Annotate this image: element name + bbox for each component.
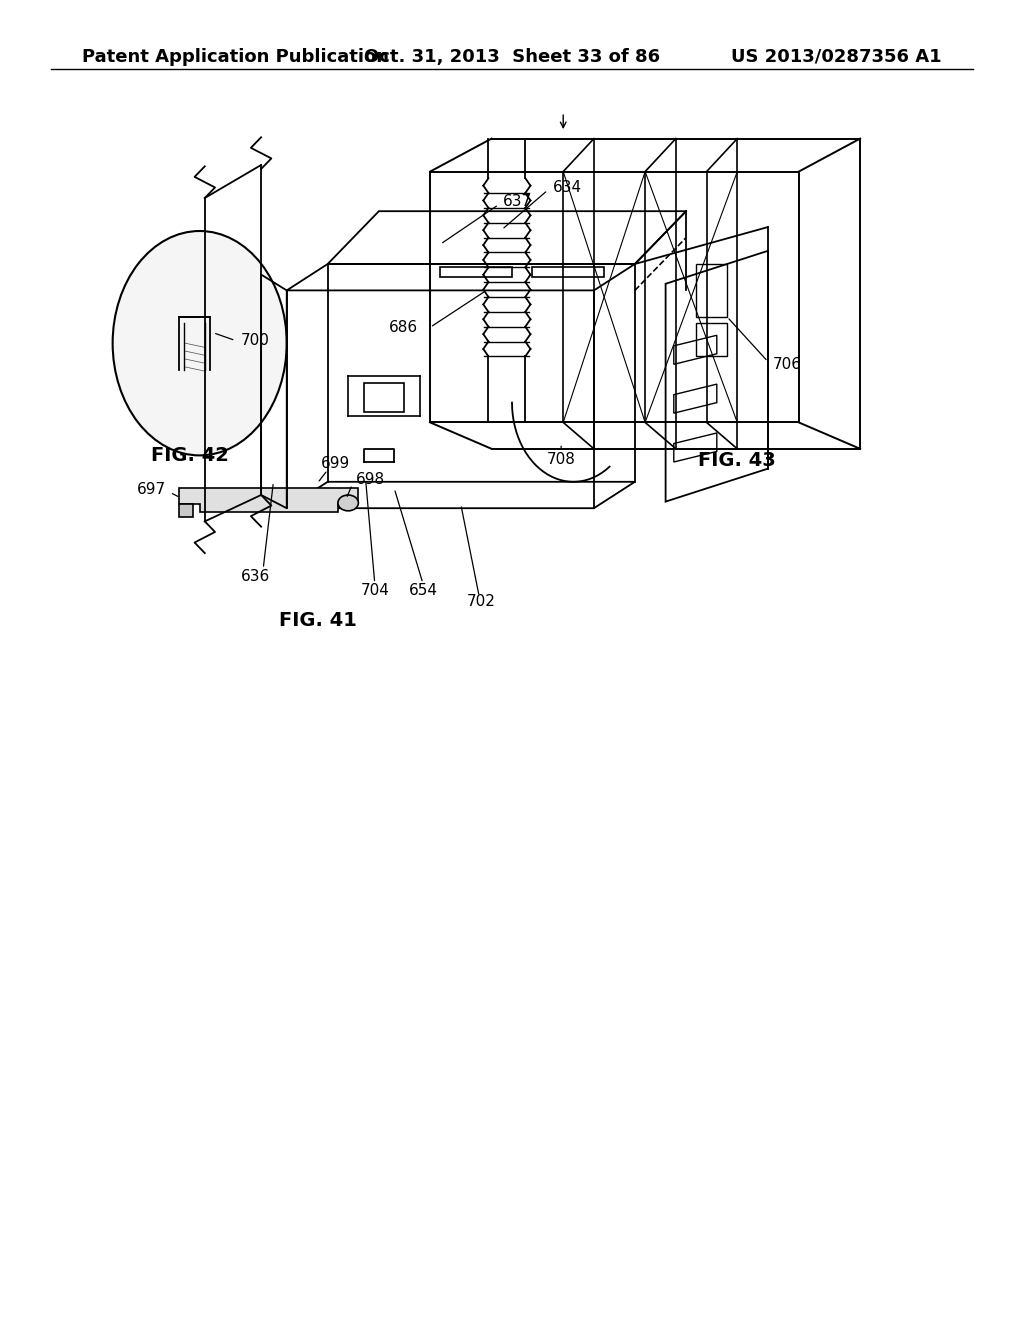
Polygon shape — [179, 504, 193, 517]
Ellipse shape — [338, 495, 358, 511]
Text: 698: 698 — [356, 471, 385, 487]
Polygon shape — [179, 488, 358, 512]
Bar — [364, 383, 404, 412]
Text: 686: 686 — [389, 319, 418, 335]
Text: 700: 700 — [241, 333, 269, 348]
Circle shape — [113, 231, 287, 455]
Text: FIG. 42: FIG. 42 — [151, 446, 228, 465]
Text: 702: 702 — [467, 594, 496, 610]
Text: 636: 636 — [242, 569, 270, 585]
Text: 699: 699 — [322, 455, 350, 471]
Text: 706: 706 — [773, 356, 802, 372]
Text: 697: 697 — [137, 482, 166, 498]
Text: 708: 708 — [547, 451, 575, 467]
Text: 634: 634 — [553, 180, 582, 195]
Text: FIG. 41: FIG. 41 — [279, 611, 356, 630]
Text: 654: 654 — [409, 582, 437, 598]
Text: Patent Application Publication: Patent Application Publication — [82, 48, 389, 66]
Text: US 2013/0287356 A1: US 2013/0287356 A1 — [731, 48, 942, 66]
Text: 704: 704 — [360, 582, 389, 598]
Text: 637: 637 — [503, 194, 531, 210]
Text: FIG. 43: FIG. 43 — [698, 451, 776, 470]
Text: Oct. 31, 2013  Sheet 33 of 86: Oct. 31, 2013 Sheet 33 of 86 — [364, 48, 660, 66]
Bar — [696, 323, 727, 356]
Bar — [696, 264, 727, 317]
